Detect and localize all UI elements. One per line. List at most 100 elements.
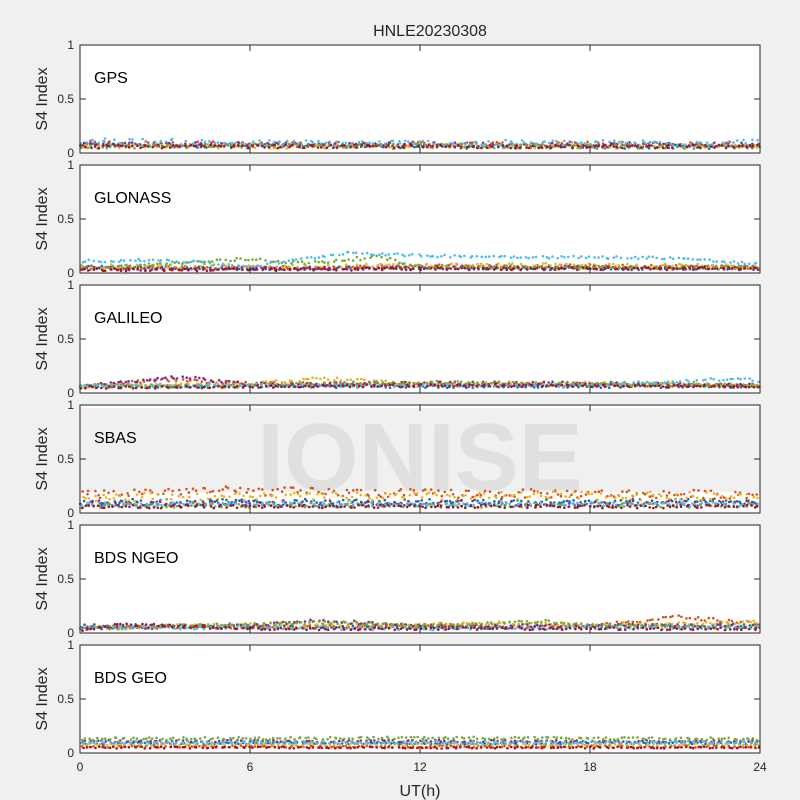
data-point — [576, 501, 579, 505]
data-point — [214, 505, 217, 508]
data-point — [526, 506, 529, 510]
data-point — [305, 256, 309, 259]
data-point — [131, 144, 134, 148]
data-point — [405, 505, 409, 509]
data-point — [480, 143, 483, 147]
data-point — [84, 145, 87, 149]
data-point — [469, 504, 473, 508]
data-point — [748, 377, 751, 380]
data-point — [348, 385, 352, 389]
data-point — [631, 494, 634, 497]
data-point — [479, 504, 483, 507]
data-point — [491, 145, 494, 148]
data-point — [509, 264, 513, 267]
data-point — [426, 254, 429, 257]
data-point — [244, 258, 247, 262]
data-point — [235, 257, 238, 260]
data-point — [599, 268, 603, 272]
data-point — [615, 255, 618, 258]
data-point — [649, 265, 652, 268]
data-point — [336, 493, 340, 497]
data-point — [351, 624, 355, 628]
data-point — [82, 141, 86, 145]
data-point — [136, 268, 139, 271]
data-point — [652, 140, 655, 144]
data-point — [624, 141, 628, 145]
data-point — [199, 383, 202, 386]
data-point — [600, 264, 604, 268]
data-point — [475, 141, 478, 144]
data-point — [159, 139, 163, 143]
data-point — [291, 486, 295, 490]
data-point — [193, 265, 197, 268]
data-point — [547, 256, 551, 260]
data-point — [554, 490, 558, 494]
data-point — [572, 499, 575, 502]
data-point — [679, 503, 682, 506]
data-point — [509, 141, 513, 144]
data-point — [240, 500, 244, 504]
data-point — [241, 268, 244, 272]
data-point — [375, 144, 378, 148]
data-point — [626, 262, 629, 266]
data-point — [403, 384, 406, 388]
data-point — [567, 255, 570, 259]
data-point — [560, 503, 563, 506]
data-point — [418, 140, 421, 143]
data-point — [464, 494, 467, 497]
data-point — [379, 495, 383, 499]
y-tick-label: 1 — [67, 398, 74, 412]
data-point — [163, 269, 166, 273]
data-point — [187, 268, 190, 272]
data-point — [114, 501, 117, 505]
data-point — [641, 255, 644, 259]
data-point — [647, 502, 650, 505]
data-point — [521, 383, 525, 387]
data-point — [755, 493, 758, 496]
data-point — [109, 260, 113, 263]
data-point — [321, 506, 324, 510]
axes-box — [79, 164, 761, 274]
data-point — [274, 269, 278, 273]
data-point — [381, 382, 385, 385]
data-point — [431, 254, 435, 258]
data-point — [235, 266, 239, 270]
data-point — [224, 381, 228, 385]
data-point — [665, 265, 668, 268]
data-point — [660, 143, 663, 147]
data-point — [159, 506, 163, 510]
data-point — [225, 498, 228, 502]
data-point — [393, 146, 396, 150]
data-point — [274, 384, 278, 388]
data-point — [699, 258, 702, 261]
data-point — [240, 498, 244, 502]
data-point — [704, 378, 707, 382]
data-point — [528, 495, 532, 498]
data-point — [451, 493, 455, 496]
data-point — [346, 250, 350, 254]
data-point — [257, 504, 261, 508]
data-point — [578, 265, 582, 269]
data-point — [439, 266, 442, 270]
data-point — [727, 500, 731, 504]
data-point — [579, 141, 583, 144]
data-point — [319, 265, 323, 269]
data-point — [136, 501, 139, 504]
data-point — [551, 139, 555, 143]
data-point — [448, 144, 452, 148]
data-point — [264, 267, 267, 271]
data-point — [208, 261, 212, 265]
data-point — [355, 383, 358, 386]
data-point — [109, 263, 113, 266]
data-point — [341, 259, 344, 263]
data-point — [668, 266, 671, 269]
data-point — [222, 145, 226, 148]
data-point — [699, 146, 702, 150]
data-point — [493, 500, 496, 503]
data-point — [208, 386, 211, 390]
data-point — [286, 139, 289, 143]
data-point — [619, 256, 623, 260]
y-tick-label: 0.5 — [57, 452, 74, 466]
data-point — [145, 265, 148, 269]
data-point — [321, 383, 325, 387]
